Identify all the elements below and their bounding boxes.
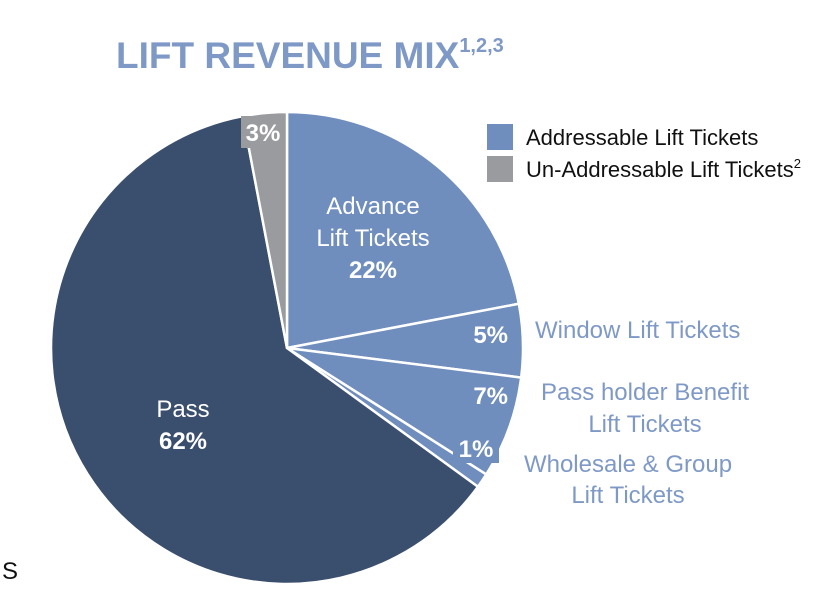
legend-swatch-unaddressable: [487, 156, 513, 182]
label-pass-name: Pass: [156, 396, 209, 423]
label-unaddressable-value: 3%: [246, 120, 281, 147]
legend-swatch-addressable: [487, 124, 513, 150]
label-wholesale-value-bg: [453, 431, 499, 463]
legend-label-unaddressable: Un-Addressable Lift Tickets2: [526, 156, 801, 182]
label-wholesale-value: 1%: [459, 436, 494, 463]
label-window-value: 5%: [473, 322, 508, 349]
legend-label-addressable: Addressable Lift Tickets: [526, 125, 758, 150]
label-passholder-line2: Lift Tickets: [588, 411, 701, 438]
label-advance-line1: Advance: [326, 193, 419, 220]
label-passholder-value: 7%: [473, 383, 508, 410]
legend: Addressable Lift Tickets Un-Addressable …: [487, 124, 801, 182]
label-passholder-line1: Pass holder Benefit: [541, 379, 749, 406]
label-wholesale-line1: Wholesale & Group: [524, 451, 732, 478]
pie-labels: Advance Lift Tickets 22% 5% Window Lift Tick…: [156, 116, 749, 509]
label-window-name: Window Lift Tickets: [535, 317, 740, 344]
label-advance-line2: Lift Tickets: [316, 225, 429, 252]
label-pass-value: 62%: [159, 428, 207, 455]
label-wholesale-line2: Lift Tickets: [571, 482, 684, 509]
slice-advance-lift-tickets: [285, 110, 521, 350]
label-advance-value: 22%: [349, 257, 397, 284]
slice-pass: [49, 114, 480, 586]
cutoff-page-text: S: [2, 558, 18, 585]
pie-slices: [49, 110, 525, 586]
chart-title: LIFT REVENUE MIX1,2,3: [116, 35, 504, 76]
label-unaddressable-value-bg: [241, 116, 285, 148]
